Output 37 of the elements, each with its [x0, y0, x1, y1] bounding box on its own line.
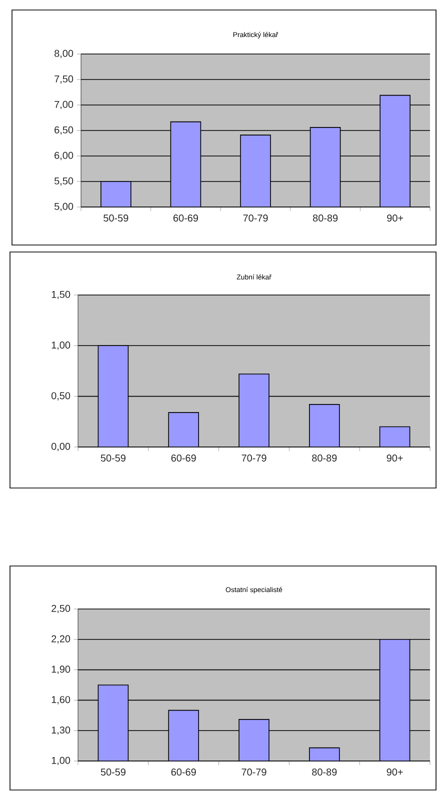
y-tick-label: 2,50: [52, 604, 70, 614]
x-tick-label: 60-69: [171, 454, 196, 462]
y-tick-label: 6,00: [54, 152, 74, 160]
x-tick-label: 70-79: [242, 768, 266, 776]
x-tick-label: 80-89: [312, 214, 338, 222]
y-tick-label: 0,50: [51, 392, 70, 400]
x-tick-label: 90+: [386, 454, 403, 462]
bar: [98, 345, 129, 447]
y-tick-label: 1,90: [52, 666, 70, 674]
bar: [168, 412, 199, 447]
y-tick-label: 1,50: [52, 290, 70, 300]
x-tick-label: 90+: [386, 768, 403, 776]
bar: [379, 426, 410, 447]
y-tick-label: 2,20: [52, 635, 70, 644]
bar: [238, 374, 270, 447]
bar: [309, 404, 340, 447]
y-tick-label: 8,00: [54, 50, 74, 58]
x-tick-label: 70-79: [243, 214, 268, 222]
y-tick-label: 1,60: [52, 696, 70, 704]
y-tick-label: 0,00: [51, 442, 70, 452]
y-tick-label: 5,50: [54, 177, 74, 186]
y-tick-label: 7,00: [54, 100, 74, 110]
y-tick-label: 1,00: [52, 342, 70, 350]
y-tick-label: 1,00: [52, 756, 70, 766]
x-tick-label: 70-79: [242, 454, 266, 462]
y-tick-label: 1,30: [52, 726, 70, 735]
y-tick-label: 6,50: [54, 126, 74, 135]
y-tick-label: 5,00: [54, 202, 74, 212]
x-tick-label: 80-89: [312, 454, 337, 462]
x-tick-label: 50-59: [100, 768, 126, 776]
x-tick-label: 60-69: [173, 214, 198, 222]
x-tick-label: 90+: [387, 214, 404, 222]
x-tick-label: 50-59: [100, 454, 126, 462]
x-tick-label: 80-89: [312, 768, 337, 776]
x-tick-label: 50-59: [104, 214, 128, 222]
y-tick-label: 7,50: [54, 75, 74, 84]
x-tick-label: 60-69: [171, 768, 196, 776]
